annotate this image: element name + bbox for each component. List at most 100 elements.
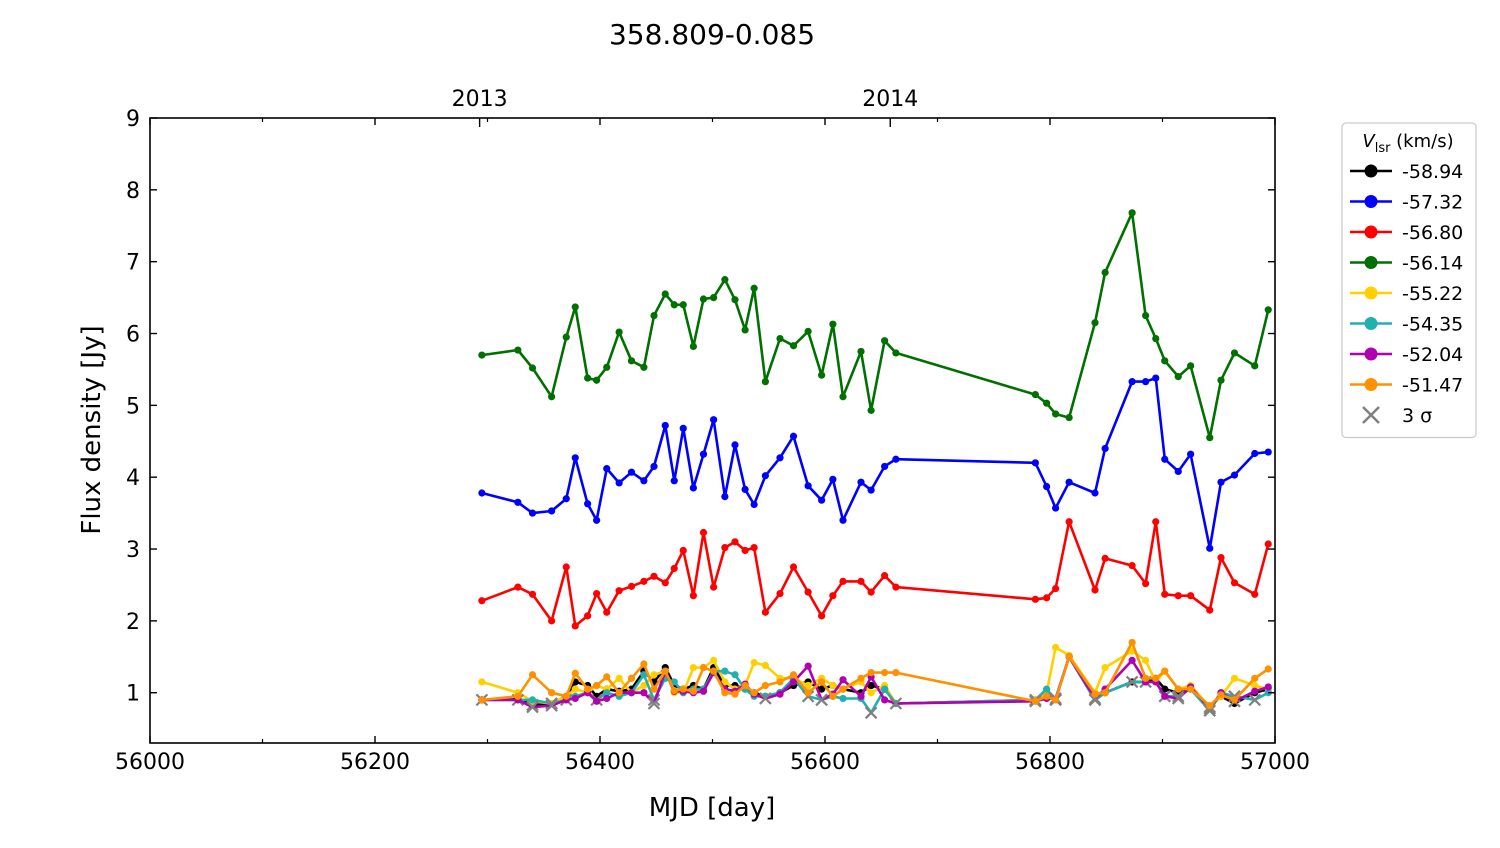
- data-point: [829, 320, 837, 328]
- x-tick-label: 57000: [1240, 750, 1310, 775]
- data-point: [1251, 687, 1259, 695]
- data-point: [761, 472, 769, 480]
- data-point: [731, 690, 739, 698]
- data-point: [1142, 674, 1150, 682]
- data-point: [615, 479, 623, 487]
- data-point: [892, 583, 900, 591]
- data-point: [721, 492, 729, 501]
- data-point: [661, 667, 669, 675]
- data-point: [548, 507, 556, 515]
- axes-layer: 56000 56200 56400 56600 56800 57000 2013 2014 1 2…: [115, 87, 1310, 775]
- data-point: [804, 689, 812, 697]
- data-point: [1091, 690, 1099, 698]
- legend-sigma-marker: [1362, 406, 1380, 424]
- data-point: [857, 478, 865, 486]
- data-point: [1230, 579, 1239, 587]
- data-point: [571, 622, 579, 630]
- data-point: [603, 694, 611, 703]
- data-point: [1161, 692, 1169, 700]
- data-point: [867, 689, 875, 697]
- series-line-2: [481, 520, 1270, 628]
- sigma-marker: [759, 692, 772, 705]
- data-point: [867, 486, 875, 494]
- data-point: [689, 342, 697, 351]
- data-point: [1101, 268, 1109, 277]
- data-point: [804, 662, 812, 670]
- data-point: [721, 689, 729, 697]
- x-tick-label: 56600: [790, 750, 860, 775]
- data-point: [1264, 683, 1272, 691]
- data-point: [1217, 376, 1225, 384]
- data-point: [1101, 554, 1109, 562]
- data-point: [1206, 434, 1214, 442]
- sigma-marker: [1203, 704, 1217, 717]
- data-point: [528, 590, 537, 598]
- legend-swatch-marker: [1364, 164, 1378, 178]
- x-tick-label: 56200: [340, 750, 410, 775]
- data-point: [839, 577, 847, 585]
- data-point: [1206, 606, 1214, 614]
- legend-label: -54.35: [1402, 314, 1463, 336]
- data-point: [670, 301, 678, 309]
- y-axis-label: Flux density [Jy]: [77, 325, 107, 534]
- data-point: [1052, 696, 1060, 704]
- data-point: [1065, 653, 1073, 661]
- data-point: [562, 563, 570, 571]
- sigma-marker: [864, 706, 878, 720]
- data-point: [689, 592, 697, 600]
- data-point: [1128, 561, 1136, 570]
- data-point: [1091, 489, 1099, 497]
- data-point: [1052, 504, 1060, 512]
- data-point: [562, 495, 570, 503]
- series-line-1: [481, 376, 1269, 550]
- data-point: [776, 678, 784, 686]
- data-point: [593, 376, 601, 384]
- data-point: [1174, 592, 1182, 600]
- data-point: [689, 663, 697, 672]
- series-line-3: [481, 211, 1270, 440]
- data-point: [661, 421, 669, 430]
- data-point: [603, 673, 611, 681]
- sigma-marker: [647, 697, 661, 710]
- data-point: [584, 374, 592, 382]
- data-point: [1251, 449, 1259, 458]
- legend-swatch-marker: [1364, 378, 1378, 391]
- data-point: [1206, 702, 1214, 710]
- data-point: [1142, 378, 1150, 386]
- data-point: [699, 528, 708, 537]
- data-point: [528, 696, 537, 704]
- data-point: [1091, 319, 1099, 327]
- data-point: [670, 564, 678, 573]
- data-point: [1052, 584, 1060, 593]
- data-point: [640, 363, 648, 371]
- data-point: [1152, 334, 1160, 343]
- data-point: [761, 378, 769, 386]
- y-tick-label: 4: [126, 466, 140, 491]
- legend-label: -57.32: [1402, 192, 1463, 214]
- x-tick-label: 56000: [115, 750, 185, 775]
- data-point: [761, 661, 769, 670]
- data-point: [839, 685, 847, 693]
- data-point: [679, 301, 687, 309]
- data-point: [699, 663, 708, 672]
- data-point: [818, 685, 826, 693]
- data-point: [1187, 450, 1195, 458]
- x-tick-label: 56800: [1015, 750, 1085, 775]
- data-point: [584, 685, 592, 693]
- y-tick-label: 6: [126, 323, 140, 348]
- data-point: [1187, 592, 1195, 600]
- legend-label: -58.94: [1402, 161, 1463, 183]
- data-point: [1152, 674, 1160, 682]
- data-point: [857, 674, 865, 682]
- data-point: [1251, 674, 1259, 682]
- data-point: [1031, 390, 1039, 399]
- data-point: [731, 538, 739, 546]
- data-point: [710, 416, 718, 424]
- data-point: [804, 327, 812, 335]
- series-layer: [475, 209, 1272, 720]
- data-point: [881, 462, 889, 471]
- data-point: [881, 685, 889, 693]
- data-point: [1206, 544, 1214, 552]
- data-point: [593, 681, 601, 690]
